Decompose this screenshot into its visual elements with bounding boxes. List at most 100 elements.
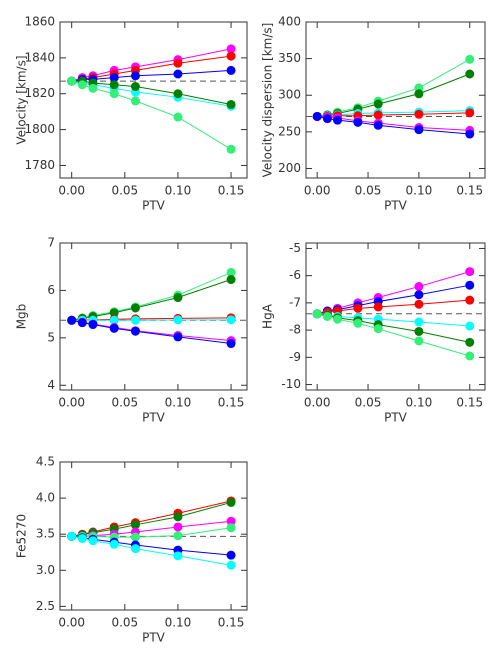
data-point bbox=[109, 80, 119, 90]
data-point bbox=[414, 299, 424, 309]
data-point bbox=[130, 544, 140, 554]
y-tick-label: -7 bbox=[289, 295, 301, 309]
data-point bbox=[109, 315, 119, 325]
x-tick-label: 0.10 bbox=[165, 396, 192, 410]
x-tick-label: 0.10 bbox=[406, 396, 433, 410]
data-point bbox=[226, 65, 236, 75]
data-point bbox=[226, 560, 236, 570]
y-tick-label: 200 bbox=[278, 161, 301, 175]
y-tick-label: -8 bbox=[289, 323, 301, 337]
data-point bbox=[226, 339, 236, 349]
x-axis-label: PTV bbox=[142, 199, 166, 213]
data-point bbox=[465, 129, 475, 139]
data-point bbox=[109, 323, 119, 333]
data-point bbox=[173, 293, 183, 303]
x-tick-label: 0.00 bbox=[58, 396, 85, 410]
data-point bbox=[226, 315, 236, 325]
y-tick-label: -10 bbox=[281, 377, 301, 391]
x-tick-label: 0.15 bbox=[456, 184, 483, 198]
data-point bbox=[414, 336, 424, 346]
data-point bbox=[173, 512, 183, 522]
y-tick-label: 1840 bbox=[24, 50, 55, 64]
data-point bbox=[353, 318, 363, 328]
y-tick-label: -5 bbox=[289, 241, 301, 255]
data-point bbox=[373, 120, 383, 130]
y-axis-label: Mgb bbox=[15, 304, 29, 330]
data-point bbox=[333, 314, 343, 324]
data-point bbox=[130, 326, 140, 336]
data-point bbox=[226, 497, 236, 507]
data-point bbox=[173, 522, 183, 532]
x-axis-label: PTV bbox=[384, 199, 408, 213]
data-point bbox=[373, 99, 383, 109]
data-point bbox=[109, 89, 119, 99]
data-point bbox=[322, 114, 332, 124]
data-point bbox=[130, 532, 140, 542]
data-point bbox=[67, 315, 77, 325]
x-tick-label: 0.15 bbox=[218, 184, 245, 198]
data-point bbox=[333, 115, 343, 125]
data-point bbox=[173, 531, 183, 541]
plot-frame bbox=[305, 21, 486, 179]
data-point bbox=[226, 44, 236, 54]
data-point bbox=[414, 89, 424, 99]
data-point bbox=[67, 531, 77, 541]
data-point bbox=[173, 89, 183, 99]
x-tick-label: 0.00 bbox=[304, 184, 331, 198]
y-tick-label: 4.0 bbox=[36, 491, 55, 505]
x-tick-label: 0.05 bbox=[355, 184, 382, 198]
data-point bbox=[414, 282, 424, 292]
data-point bbox=[130, 520, 140, 530]
data-point bbox=[465, 321, 475, 331]
data-point bbox=[353, 117, 363, 127]
data-point bbox=[312, 111, 322, 121]
data-point bbox=[465, 280, 475, 290]
x-tick-label: 0.15 bbox=[456, 396, 483, 410]
data-point bbox=[130, 96, 140, 106]
data-point bbox=[226, 267, 236, 277]
data-point bbox=[465, 267, 475, 277]
data-point bbox=[226, 550, 236, 560]
y-tick-label: 300 bbox=[278, 88, 301, 102]
data-point bbox=[226, 99, 236, 109]
data-point bbox=[67, 76, 77, 86]
data-point bbox=[77, 534, 87, 544]
data-point bbox=[109, 73, 119, 83]
data-point bbox=[226, 144, 236, 154]
y-axis-label: Velocity dispersion [km/s] bbox=[261, 23, 275, 178]
y-tick-label: -9 bbox=[289, 350, 301, 364]
data-point bbox=[465, 295, 475, 305]
y-tick-label: 1780 bbox=[24, 158, 55, 172]
x-tick-label: 0.00 bbox=[304, 396, 331, 410]
y-tick-label: 6 bbox=[47, 283, 55, 297]
plot-frame bbox=[305, 242, 486, 391]
y-tick-label: 1860 bbox=[24, 15, 55, 29]
y-axis-label: Velocity [km/s] bbox=[15, 55, 29, 144]
x-tick-label: 0.05 bbox=[111, 396, 138, 410]
x-tick-label: 0.00 bbox=[58, 616, 85, 630]
data-point bbox=[77, 80, 87, 90]
data-point bbox=[373, 110, 383, 120]
data-point bbox=[414, 326, 424, 336]
y-tick-label: 1820 bbox=[24, 86, 55, 100]
data-point bbox=[130, 82, 140, 92]
data-point bbox=[88, 320, 98, 330]
y-tick-label: -6 bbox=[289, 268, 301, 282]
data-point bbox=[109, 539, 119, 549]
y-tick-label: 1800 bbox=[24, 122, 55, 136]
data-point bbox=[373, 324, 383, 334]
data-point bbox=[88, 536, 98, 546]
y-tick-label: 250 bbox=[278, 124, 301, 138]
x-tick-label: 0.05 bbox=[111, 184, 138, 198]
data-point bbox=[312, 309, 322, 319]
x-tick-label: 0.05 bbox=[111, 616, 138, 630]
data-point bbox=[173, 69, 183, 79]
data-point bbox=[373, 302, 383, 312]
data-point bbox=[465, 69, 475, 79]
data-point bbox=[465, 351, 475, 361]
data-point bbox=[353, 303, 363, 313]
x-tick-label: 0.10 bbox=[165, 616, 192, 630]
x-tick-label: 0.15 bbox=[218, 396, 245, 410]
plot-frame bbox=[59, 242, 248, 391]
